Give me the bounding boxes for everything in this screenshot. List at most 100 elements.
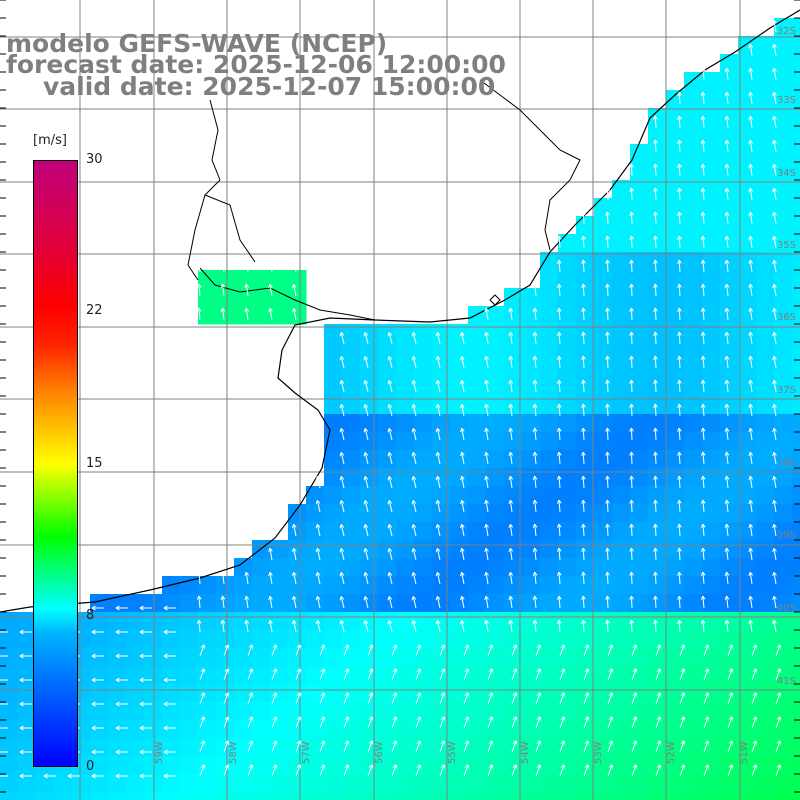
wind-arrow xyxy=(607,716,614,729)
wind-arrow xyxy=(581,331,586,345)
wind-arrow xyxy=(339,356,345,369)
wind-arrow xyxy=(677,595,682,609)
wind-speed-cell xyxy=(288,720,307,739)
wind-speed-cell xyxy=(612,630,631,649)
wind-arrow xyxy=(724,67,730,81)
wind-speed-cell xyxy=(414,450,433,469)
wind-speed-cell xyxy=(54,774,73,793)
wind-arrow xyxy=(115,701,128,707)
wind-arrow xyxy=(653,595,658,609)
wind-speed-cell xyxy=(342,792,361,800)
wind-speed-cell xyxy=(702,216,721,235)
wind-speed-cell xyxy=(450,756,469,775)
wind-speed-cell xyxy=(144,792,163,800)
wind-arrow xyxy=(439,644,446,657)
wind-speed-cell xyxy=(576,252,595,271)
wind-arrow xyxy=(748,475,754,489)
wind-speed-cell xyxy=(630,306,649,325)
wind-speed-cell xyxy=(702,594,721,613)
wind-arrow xyxy=(315,595,321,609)
wind-arrow xyxy=(629,187,634,201)
wind-speed-cell xyxy=(234,306,253,325)
wind-arrow xyxy=(677,571,682,585)
wind-speed-cell xyxy=(486,594,505,613)
wind-arrow xyxy=(727,668,734,681)
wind-speed-cell xyxy=(432,558,451,577)
wind-speed-cell xyxy=(378,720,397,739)
wind-speed-cell xyxy=(594,504,613,523)
wind-arrow xyxy=(484,331,489,345)
wind-arrow xyxy=(295,644,302,657)
wind-speed-cell xyxy=(594,450,613,469)
wind-speed-cell xyxy=(774,774,793,793)
wind-speed-cell xyxy=(576,216,595,235)
wind-arrow xyxy=(700,547,706,561)
wind-arrow xyxy=(199,668,206,681)
wind-speed-cell xyxy=(486,792,505,800)
wind-speed-cell xyxy=(378,396,397,415)
wind-arrow xyxy=(581,547,586,561)
wind-speed-cell xyxy=(540,288,559,307)
wind-speed-cell xyxy=(540,486,559,505)
wind-speed-cell xyxy=(486,306,505,325)
wind-arrow xyxy=(459,403,465,417)
colorbar-unit: [m/s] xyxy=(33,133,67,148)
wind-speed-cell xyxy=(252,666,271,685)
wind-speed-cell xyxy=(378,594,397,613)
wind-speed-cell xyxy=(288,576,307,595)
wind-speed-cell xyxy=(756,252,775,271)
wind-speed-cell xyxy=(792,126,800,145)
wind-speed-cell xyxy=(252,612,271,631)
wind-speed-cell xyxy=(486,756,505,775)
wind-speed-cell xyxy=(594,414,613,433)
wind-arrow xyxy=(343,668,350,681)
coast-line xyxy=(0,9,800,613)
wind-speed-cell xyxy=(594,774,613,793)
wind-speed-cell xyxy=(576,540,595,559)
wind-speed-cell xyxy=(360,522,379,541)
wind-arrow xyxy=(439,764,446,777)
wind-arrow xyxy=(163,773,176,779)
wind-speed-cell xyxy=(396,648,415,667)
wind-arrow xyxy=(244,259,250,273)
wind-speed-cell xyxy=(378,792,397,800)
wind-speed-cell xyxy=(414,666,433,685)
wind-speed-cell xyxy=(540,396,559,415)
wind-speed-cell xyxy=(468,774,487,793)
wind-speed-cell xyxy=(270,666,289,685)
wind-arrow xyxy=(772,595,777,609)
wind-speed-cell xyxy=(450,414,469,433)
wind-speed-cell xyxy=(540,738,559,757)
wind-speed-cell xyxy=(666,684,685,703)
wind-arrow xyxy=(439,740,446,753)
wind-speed-cell xyxy=(504,720,523,739)
wind-arrow xyxy=(631,668,638,681)
wind-speed-cell xyxy=(504,450,523,469)
wind-arrow xyxy=(367,716,374,729)
wind-speed-cell xyxy=(702,486,721,505)
wind-arrow xyxy=(291,259,297,273)
wind-speed-cell xyxy=(702,198,721,217)
wind-speed-cell xyxy=(612,180,631,199)
wind-speed-cell xyxy=(558,486,577,505)
wind-speed-cell xyxy=(324,702,343,721)
wind-speed-cell xyxy=(468,792,487,800)
wind-arrow xyxy=(411,524,417,537)
wind-speed-cell xyxy=(666,342,685,361)
wind-speed-cell xyxy=(648,126,667,145)
wind-arrow xyxy=(363,404,369,417)
wind-speed-cell xyxy=(792,54,800,73)
wind-speed-cell xyxy=(540,594,559,613)
wind-arrow xyxy=(581,595,586,609)
wind-arrow xyxy=(271,764,278,777)
wind-arrow xyxy=(268,283,273,297)
wind-speed-cell xyxy=(396,684,415,703)
wind-speed-cell xyxy=(720,594,739,613)
wind-speed-cell xyxy=(648,468,667,487)
wind-speed-cell xyxy=(360,594,379,613)
wind-speed-cell xyxy=(630,720,649,739)
wind-speed-cell xyxy=(378,432,397,451)
wind-speed-cell xyxy=(792,414,800,433)
wind-speed-cell xyxy=(450,576,469,595)
